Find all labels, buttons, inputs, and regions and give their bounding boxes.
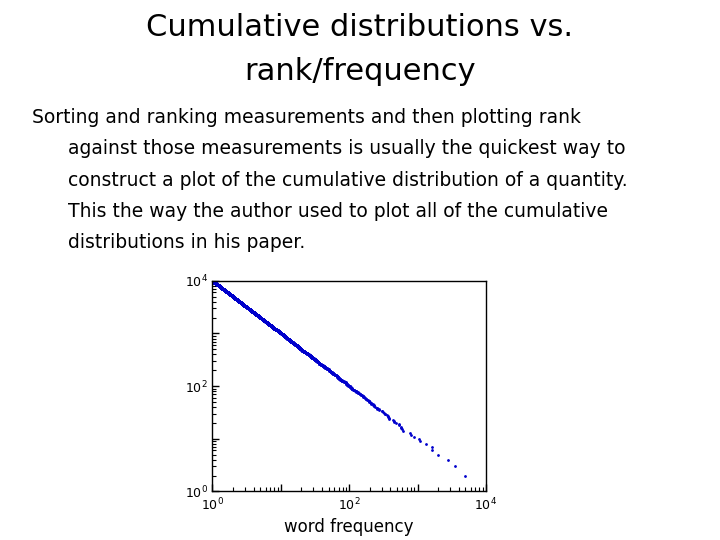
Text: Cumulative distributions vs.: Cumulative distributions vs. xyxy=(146,14,574,43)
Text: rank/frequency: rank/frequency xyxy=(244,57,476,86)
Text: construct a plot of the cumulative distribution of a quantity.: construct a plot of the cumulative distr… xyxy=(68,171,628,190)
Text: distributions in his paper.: distributions in his paper. xyxy=(68,233,306,252)
Text: This the way the author used to plot all of the cumulative: This the way the author used to plot all… xyxy=(68,202,608,221)
Text: against those measurements is usually the quickest way to: against those measurements is usually th… xyxy=(68,139,626,158)
Text: Sorting and ranking measurements and then plotting rank: Sorting and ranking measurements and the… xyxy=(32,108,582,127)
X-axis label: word frequency: word frequency xyxy=(284,518,414,536)
